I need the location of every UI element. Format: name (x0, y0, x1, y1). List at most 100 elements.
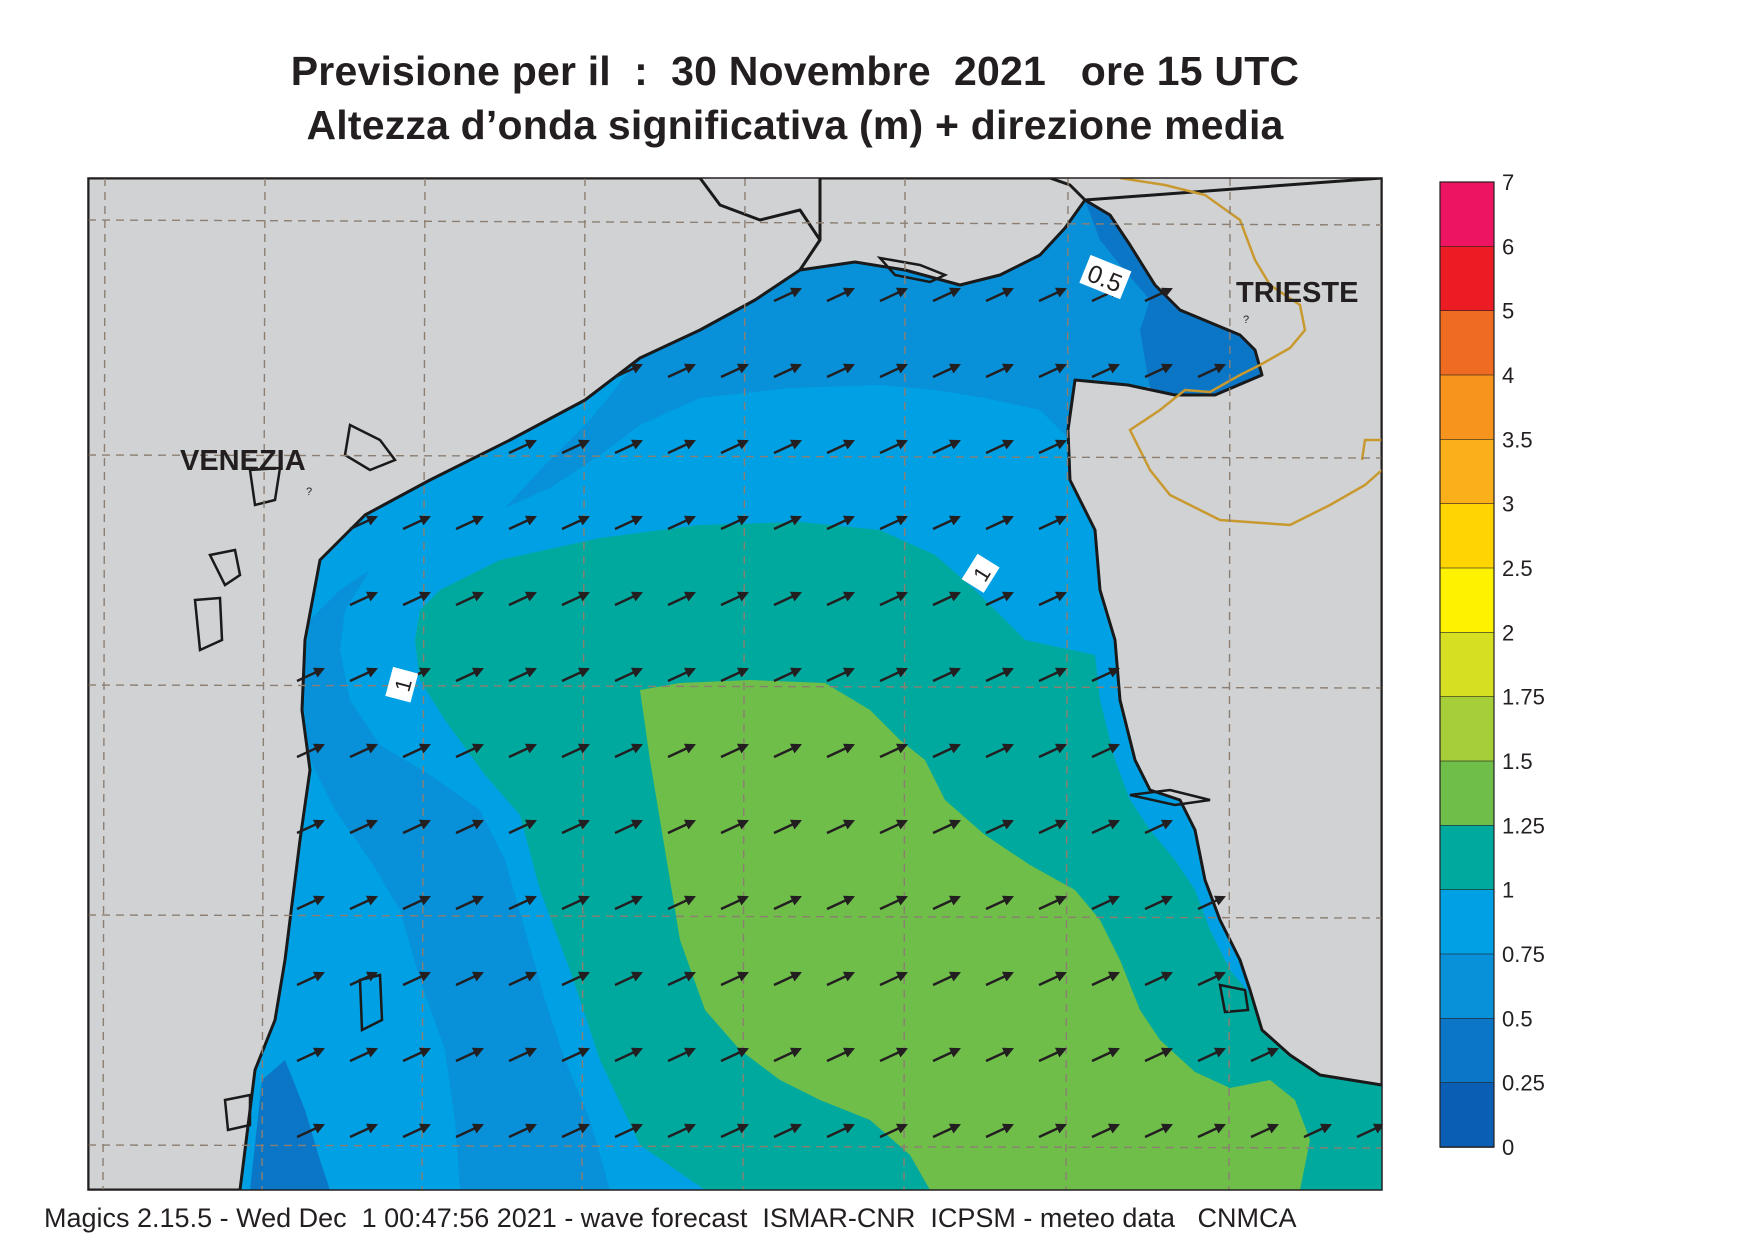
direction-arrow (773, 591, 802, 607)
direction-arrow (985, 819, 1014, 835)
sea-zone-0.5-0.75-west (302, 570, 610, 1190)
direction-arrow (985, 515, 1014, 531)
direction-arrow (667, 1123, 696, 1139)
legend-color-bins (1439, 181, 1495, 1148)
direction-arrow (667, 439, 696, 455)
sea-zone-0.25-0.5-gulf (1085, 200, 1262, 395)
legend-bin (1439, 1082, 1495, 1148)
city-marker-venezia: ? (306, 486, 312, 498)
land-istria-coast (1066, 178, 1382, 1087)
direction-arrow (561, 743, 590, 759)
direction-arrow (1144, 971, 1173, 987)
direction-arrow (773, 439, 802, 455)
direction-arrow (773, 287, 802, 303)
direction-arrow (296, 1047, 325, 1063)
direction-arrow (455, 1047, 484, 1063)
legend-bin (1439, 310, 1495, 376)
direction-arrow (561, 515, 590, 531)
direction-arrow (455, 743, 484, 759)
legend-bin (1439, 953, 1495, 1020)
direction-arrow (1197, 971, 1226, 987)
direction-arrow (1144, 363, 1173, 379)
direction-arrow (1091, 1123, 1120, 1139)
direction-arrow (508, 439, 537, 455)
legend-tick-label: 0.5 (1502, 1006, 1533, 1031)
direction-arrow (879, 1047, 908, 1063)
direction-arrow (826, 439, 855, 455)
direction-arrow (614, 667, 643, 683)
direction-arrow (402, 591, 431, 607)
direction-arrow (720, 667, 749, 683)
direction-arrow (402, 1123, 431, 1139)
legend-bin (1439, 632, 1495, 698)
direction-arrow (1038, 591, 1067, 607)
direction-arrow (985, 591, 1014, 607)
graticule (88, 178, 1382, 1190)
direction-arrow (879, 971, 908, 987)
direction-arrow (1038, 439, 1067, 455)
direction-arrow (1038, 667, 1067, 683)
direction-arrow (667, 743, 696, 759)
direction-arrow (1091, 895, 1120, 911)
contour-label-1-west: 1 (385, 666, 419, 703)
direction-arrow (402, 971, 431, 987)
direction-arrow (826, 515, 855, 531)
direction-arrow (614, 971, 643, 987)
direction-arrow (667, 895, 696, 911)
legend-tick-label: 0 (1502, 1135, 1514, 1160)
direction-arrow (296, 667, 325, 683)
direction-arrow (773, 1123, 802, 1139)
direction-arrow (826, 743, 855, 759)
direction-arrow (614, 819, 643, 835)
footer-credits: Magics 2.15.5 - Wed Dec 1 00:47:56 2021 … (44, 1203, 1297, 1233)
direction-arrow (508, 819, 537, 835)
direction-arrow (879, 743, 908, 759)
direction-arrow (1250, 1123, 1279, 1139)
direction-arrow (1144, 1047, 1173, 1063)
legend-bin (1439, 439, 1495, 505)
direction-arrow (1091, 667, 1120, 683)
direction-arrow (402, 743, 431, 759)
direction-arrow (773, 515, 802, 531)
map-subtitle: Altezza d’onda significativa (m) + direz… (306, 102, 1284, 148)
direction-arrow (1038, 1047, 1067, 1063)
direction-arrow (614, 1047, 643, 1063)
direction-arrow (720, 591, 749, 607)
direction-arrow (932, 667, 961, 683)
direction-arrow (826, 895, 855, 911)
direction-arrow (720, 439, 749, 455)
direction-arrow (349, 819, 378, 835)
direction-arrow (1038, 287, 1067, 303)
direction-arrow (455, 895, 484, 911)
direction-arrow (508, 1123, 537, 1139)
direction-arrow (455, 1123, 484, 1139)
direction-arrow (932, 895, 961, 911)
direction-arrow (508, 515, 537, 531)
direction-arrow (1038, 819, 1067, 835)
direction-arrow (455, 591, 484, 607)
legend-bin (1439, 567, 1495, 634)
direction-arrow (614, 591, 643, 607)
direction-arrow (879, 1123, 908, 1139)
plot-frame (87, 177, 1383, 1191)
direction-arrow (1091, 743, 1120, 759)
direction-arrow (826, 591, 855, 607)
legend-bin (1439, 246, 1495, 312)
direction-arrow (773, 895, 802, 911)
city-label-venezia: VENEZIA (180, 445, 306, 477)
direction-arrow (1303, 1123, 1332, 1139)
direction-arrow (349, 971, 378, 987)
direction-arrow (296, 971, 325, 987)
direction-arrow (1197, 895, 1226, 911)
direction-arrow (932, 515, 961, 531)
direction-arrow (455, 515, 484, 531)
legend-frame (1439, 181, 1495, 1148)
direction-arrow (508, 591, 537, 607)
legend-bin (1439, 760, 1495, 827)
direction-arrow (932, 971, 961, 987)
legend-bin (1439, 696, 1495, 762)
direction-arrow (667, 591, 696, 607)
direction-arrow (561, 819, 590, 835)
direction-arrow (985, 363, 1014, 379)
direction-arrow (667, 819, 696, 835)
